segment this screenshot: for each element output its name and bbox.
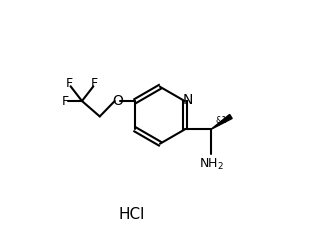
Text: F: F bbox=[91, 78, 98, 90]
Text: HCl: HCl bbox=[118, 207, 145, 222]
Text: F: F bbox=[62, 95, 69, 108]
Text: NH$_2$: NH$_2$ bbox=[199, 157, 224, 172]
Text: O: O bbox=[112, 94, 123, 108]
Polygon shape bbox=[211, 114, 232, 130]
Text: N: N bbox=[183, 93, 193, 107]
Text: F: F bbox=[66, 78, 73, 90]
Text: &1: &1 bbox=[215, 116, 227, 125]
